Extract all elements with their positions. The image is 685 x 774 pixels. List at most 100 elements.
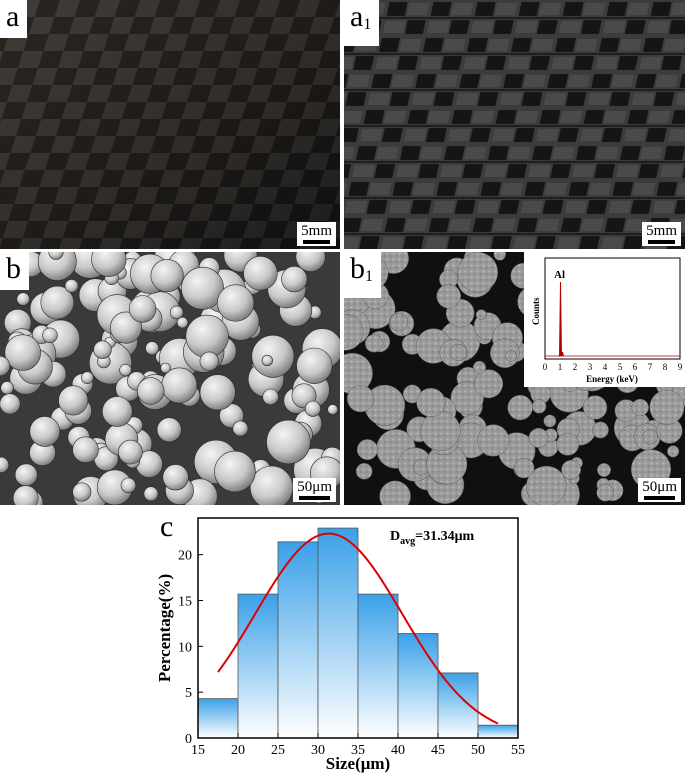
annotation-rest: =31.34μm xyxy=(415,529,474,544)
panel-a1: a1 5mm xyxy=(344,0,685,249)
sem-particle xyxy=(304,400,321,417)
bse-particle xyxy=(582,395,608,420)
bse-particle xyxy=(596,483,615,502)
bse-particle xyxy=(505,350,518,362)
x-tick-label: 55 xyxy=(511,743,525,758)
eds-tick-1: 1 xyxy=(558,362,563,372)
sem-particle xyxy=(110,311,143,344)
bse-particle xyxy=(493,252,507,261)
bse-particle xyxy=(472,360,486,374)
y-tick-label: 0 xyxy=(185,732,192,747)
sem-particle xyxy=(0,456,10,473)
sem-particle xyxy=(91,252,127,277)
eds-peak-label: Al xyxy=(554,269,565,281)
bse-particle xyxy=(528,427,549,448)
panel-a1-scalebar-label: 5mm xyxy=(646,223,677,239)
panel-b1-scalebar-line xyxy=(644,496,675,500)
panel-b-scalebar-label: 50μm xyxy=(297,479,332,495)
sem-particle xyxy=(281,266,308,293)
sem-particle xyxy=(137,377,165,405)
x-tick-label: 20 xyxy=(231,743,245,758)
bse-particle xyxy=(449,343,467,361)
eds-inset: Al Counts 0 1 2 3 4 5 6 7 8 9 Energy (ke… xyxy=(524,252,685,387)
sem-particle xyxy=(64,279,79,293)
sem-particle xyxy=(243,256,278,291)
panel-b1-label: b1 xyxy=(344,252,381,298)
histogram-bar xyxy=(197,698,239,739)
bse-particle xyxy=(344,313,364,351)
sem-particle xyxy=(48,252,64,260)
x-tick-label: 45 xyxy=(431,743,445,758)
sem-particle xyxy=(176,316,189,329)
sem-particle xyxy=(262,388,279,406)
x-tick-label: 35 xyxy=(351,743,365,758)
chart-annotation: Davg=31.34μm xyxy=(390,529,475,547)
panel-b-label: b xyxy=(0,252,29,290)
bse-particle xyxy=(457,252,499,293)
sem-particle xyxy=(145,341,159,356)
panel-a-scalebar: 5mm xyxy=(297,222,336,246)
eds-tick-2: 2 xyxy=(573,362,578,372)
sem-particle xyxy=(143,486,159,502)
x-tick-label: 40 xyxy=(391,743,405,758)
eds-ylabel: Counts xyxy=(531,297,541,325)
sem-particle xyxy=(118,439,143,465)
sem-particle xyxy=(93,340,112,359)
sem-particle xyxy=(102,396,133,427)
y-tick-label: 5 xyxy=(185,686,192,701)
x-tick-label: 50 xyxy=(471,743,485,758)
bse-particle xyxy=(379,480,411,505)
sem-particle xyxy=(214,450,256,493)
panel-a1-scalebar-line xyxy=(648,240,675,244)
sem-particle xyxy=(232,420,249,437)
x-tick-label: 15 xyxy=(191,743,205,758)
sem-particle xyxy=(12,485,39,505)
sem-particle xyxy=(37,252,77,281)
sem-particle xyxy=(162,464,189,491)
sem-particle xyxy=(199,374,236,411)
sem-particle xyxy=(72,482,92,502)
gaussian-fit-curve xyxy=(217,532,499,725)
eds-tick-5: 5 xyxy=(618,362,623,372)
x-tick-label: 30 xyxy=(311,743,325,758)
sem-particle xyxy=(199,351,219,371)
sem-particle xyxy=(29,416,61,447)
bse-particle xyxy=(591,421,609,439)
chart-y-axis-label: Percentage(%) xyxy=(155,574,174,682)
sem-particle xyxy=(251,334,295,378)
eds-tick-8: 8 xyxy=(663,362,668,372)
bse-particle xyxy=(416,387,446,418)
chart-panel-letter: c xyxy=(160,510,173,543)
panel-a1-label: a1 xyxy=(344,0,380,46)
eds-tick-9: 9 xyxy=(678,362,683,372)
eds-tick-3: 3 xyxy=(588,362,593,372)
histogram-bar xyxy=(477,724,519,739)
x-tick-label: 25 xyxy=(271,743,285,758)
histogram-bar xyxy=(397,633,439,739)
sem-particle xyxy=(327,404,339,415)
sem-particle xyxy=(0,393,21,415)
sem-particle xyxy=(266,419,311,465)
sem-particle xyxy=(120,477,137,494)
panel-a1-image xyxy=(344,0,685,249)
bse-particle xyxy=(474,369,504,399)
panel-a-scalebar-label: 5mm xyxy=(301,223,332,239)
sem-particle xyxy=(296,347,333,384)
eds-plot-frame xyxy=(544,257,681,360)
annotation-main: D xyxy=(390,529,400,544)
bse-particle xyxy=(597,463,611,477)
panel-b-image xyxy=(0,252,340,505)
sem-particle xyxy=(16,292,30,306)
panel-b1-image xyxy=(344,252,685,505)
chart-bars xyxy=(197,527,519,739)
panel-a-label: a xyxy=(0,0,28,38)
bse-particle xyxy=(356,439,378,461)
panel-b1: b1 50μm Al Counts 0 1 2 3 4 5 6 7 8 9 En… xyxy=(344,252,685,505)
sem-particle xyxy=(0,355,11,377)
eds-tick-7: 7 xyxy=(648,362,653,372)
bse-particle xyxy=(477,424,510,457)
bse-particle xyxy=(436,283,461,309)
eds-xlabel: Energy (keV) xyxy=(586,374,638,384)
bse-particle xyxy=(526,465,567,505)
eds-tick-0: 0 xyxy=(543,362,548,372)
